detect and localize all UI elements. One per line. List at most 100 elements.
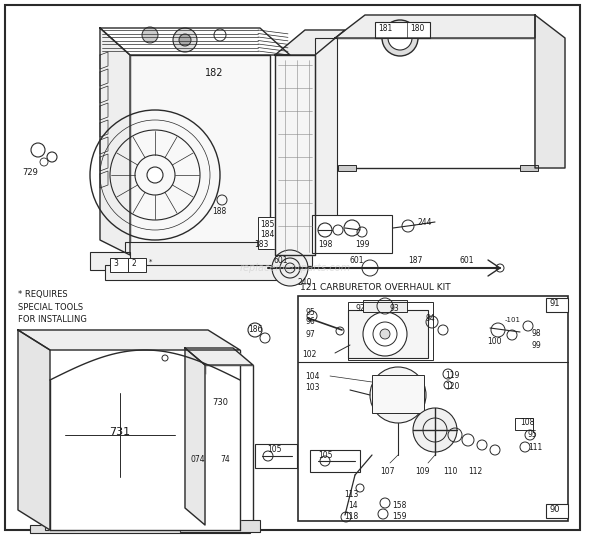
Circle shape bbox=[179, 34, 191, 46]
Text: 185: 185 bbox=[260, 220, 274, 229]
Polygon shape bbox=[18, 330, 50, 530]
Bar bbox=[90, 252, 130, 270]
Bar bbox=[255, 444, 297, 468]
Text: 240: 240 bbox=[298, 278, 313, 287]
Bar bbox=[546, 504, 568, 518]
Text: 180: 180 bbox=[410, 24, 424, 33]
Polygon shape bbox=[275, 55, 315, 255]
Text: 95: 95 bbox=[528, 430, 537, 439]
Circle shape bbox=[272, 250, 308, 286]
Text: 14: 14 bbox=[348, 501, 358, 510]
Text: 730: 730 bbox=[212, 398, 228, 407]
Bar bbox=[185, 508, 220, 530]
Bar bbox=[315, 38, 337, 233]
Text: 105: 105 bbox=[318, 451, 333, 460]
Bar bbox=[180, 520, 260, 532]
Text: 111: 111 bbox=[528, 443, 542, 452]
Circle shape bbox=[390, 387, 406, 403]
Polygon shape bbox=[185, 348, 205, 525]
Text: 186: 186 bbox=[248, 325, 263, 334]
Polygon shape bbox=[335, 15, 535, 38]
Polygon shape bbox=[50, 350, 240, 530]
Bar bbox=[312, 215, 392, 253]
Polygon shape bbox=[18, 330, 240, 350]
Bar bbox=[515, 418, 533, 430]
Text: 97: 97 bbox=[306, 330, 316, 339]
Bar bbox=[30, 525, 250, 533]
Text: 105: 105 bbox=[267, 445, 281, 454]
Text: 109: 109 bbox=[415, 467, 430, 476]
Bar bbox=[298, 296, 568, 521]
Circle shape bbox=[363, 312, 407, 356]
Text: 601: 601 bbox=[274, 256, 289, 265]
Bar bbox=[348, 310, 428, 358]
Text: *: * bbox=[149, 259, 152, 265]
Circle shape bbox=[413, 408, 457, 452]
Text: * REQUIRES
SPECIAL TOOLS
FOR INSTALLING: * REQUIRES SPECIAL TOOLS FOR INSTALLING bbox=[18, 290, 87, 324]
Text: replacementparts.com: replacementparts.com bbox=[240, 263, 350, 273]
Text: 181: 181 bbox=[378, 24, 392, 33]
Text: 120: 120 bbox=[445, 382, 460, 391]
Polygon shape bbox=[100, 120, 108, 137]
Bar bbox=[338, 165, 356, 171]
Polygon shape bbox=[100, 171, 108, 188]
Text: 103: 103 bbox=[305, 383, 320, 392]
Polygon shape bbox=[100, 52, 108, 69]
Text: 199: 199 bbox=[355, 240, 369, 249]
Text: 3: 3 bbox=[113, 259, 118, 268]
Bar bbox=[348, 302, 433, 360]
Bar bbox=[372, 375, 424, 413]
Circle shape bbox=[380, 329, 390, 339]
Text: 121 CARBURETOR OVERHAUL KIT: 121 CARBURETOR OVERHAUL KIT bbox=[300, 283, 451, 292]
Circle shape bbox=[370, 367, 426, 423]
Text: -101: -101 bbox=[505, 317, 521, 323]
Text: 113: 113 bbox=[344, 490, 358, 499]
Text: 104: 104 bbox=[305, 372, 320, 381]
Text: 98: 98 bbox=[532, 329, 542, 338]
Polygon shape bbox=[100, 69, 108, 86]
Bar bbox=[375, 22, 430, 38]
Text: 601: 601 bbox=[350, 256, 365, 265]
Text: 244: 244 bbox=[418, 218, 432, 227]
Text: 158: 158 bbox=[392, 501, 407, 510]
Text: 94: 94 bbox=[425, 314, 435, 323]
Polygon shape bbox=[100, 154, 108, 171]
Polygon shape bbox=[100, 103, 108, 120]
Polygon shape bbox=[275, 30, 345, 55]
Text: 601: 601 bbox=[460, 256, 474, 265]
Bar bbox=[110, 258, 128, 272]
Text: 112: 112 bbox=[468, 467, 482, 476]
Circle shape bbox=[142, 27, 158, 43]
Bar bbox=[310, 450, 360, 472]
Bar bbox=[258, 217, 296, 249]
Text: 184: 184 bbox=[260, 230, 274, 239]
Text: 93: 93 bbox=[390, 304, 400, 313]
Text: 74: 74 bbox=[220, 455, 230, 464]
Text: 118: 118 bbox=[344, 512, 358, 521]
Circle shape bbox=[388, 26, 412, 50]
Text: 95: 95 bbox=[306, 308, 316, 317]
Polygon shape bbox=[100, 28, 290, 55]
Circle shape bbox=[147, 167, 163, 183]
Text: 102: 102 bbox=[302, 350, 316, 359]
Bar bbox=[105, 265, 300, 280]
Text: 074: 074 bbox=[191, 455, 205, 464]
Text: 90: 90 bbox=[549, 505, 559, 514]
Bar bbox=[282, 248, 312, 266]
Text: 188: 188 bbox=[212, 207, 226, 216]
Text: 100: 100 bbox=[487, 337, 502, 346]
Text: 198: 198 bbox=[318, 240, 332, 249]
Bar bbox=[546, 298, 568, 312]
Bar bbox=[128, 258, 146, 272]
Text: 187: 187 bbox=[408, 256, 422, 265]
Text: 159: 159 bbox=[392, 512, 407, 521]
Text: 182: 182 bbox=[205, 68, 224, 78]
Text: 96: 96 bbox=[306, 317, 316, 326]
Bar bbox=[125, 242, 290, 267]
Text: 183: 183 bbox=[254, 240, 268, 249]
Text: 99: 99 bbox=[532, 341, 542, 350]
Polygon shape bbox=[100, 137, 108, 154]
Text: 119: 119 bbox=[445, 371, 460, 380]
Bar bbox=[130, 55, 270, 245]
Text: 2: 2 bbox=[131, 259, 136, 268]
